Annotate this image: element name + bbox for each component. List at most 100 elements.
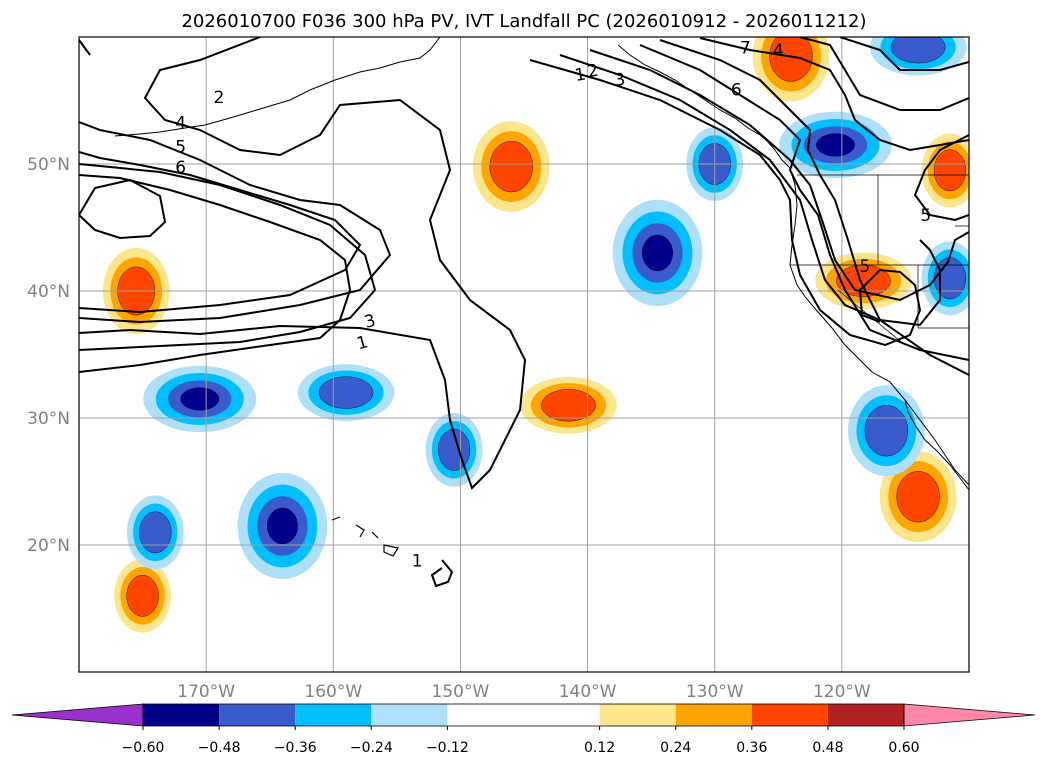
anomaly-shade xyxy=(266,507,298,545)
pv-anomaly-negative xyxy=(612,199,703,307)
colorbar-extend-min xyxy=(11,703,144,727)
colorbar-tick-label: −0.60 xyxy=(122,740,165,756)
x-tick-label: 170°W xyxy=(177,682,235,702)
contour-line xyxy=(699,37,969,152)
contour-label: 4 xyxy=(175,113,186,133)
y-tick-label: 40°N xyxy=(27,282,70,302)
alaska-coastline xyxy=(114,37,441,137)
gridlines xyxy=(79,37,969,672)
colorbar-tick-label: −0.24 xyxy=(350,740,393,756)
colorbar-segment xyxy=(219,704,296,726)
contour-line xyxy=(529,59,922,347)
colorbar-tick-label: 0.24 xyxy=(660,740,691,756)
contour-label: 6 xyxy=(731,80,742,100)
contour-line xyxy=(79,151,362,314)
pv-anomaly-positive xyxy=(921,133,969,208)
north-america-coastline xyxy=(617,44,969,486)
colorbar-segment xyxy=(751,704,828,726)
contour-line xyxy=(79,163,377,351)
pv-anomaly-positive xyxy=(520,376,617,434)
contour-line xyxy=(430,559,454,588)
contour-label: 5 xyxy=(859,257,870,277)
pv-anomaly-negative xyxy=(848,385,925,477)
pv-anomaly-negative xyxy=(297,364,395,421)
contour-label: 4 xyxy=(773,41,784,61)
anomaly-shade xyxy=(890,37,946,64)
colorbar-segment xyxy=(675,704,752,726)
coastlines xyxy=(114,37,969,557)
chart-title: 2026010700 F036 300 hPa PV, IVT Landfall… xyxy=(181,11,866,32)
hawaiian-islands xyxy=(331,516,399,557)
contour-label: 1 xyxy=(412,552,423,572)
anomaly-shade xyxy=(541,389,596,422)
contour-line xyxy=(659,39,969,376)
contour-line xyxy=(79,178,167,240)
map-frame xyxy=(78,36,970,673)
contour-line xyxy=(839,37,969,71)
anomaly-shade xyxy=(642,234,673,272)
contour-line xyxy=(799,37,969,111)
contour-label: 6 xyxy=(175,158,186,178)
colorbar-extend-max xyxy=(903,703,1036,727)
colorbar-outline xyxy=(142,703,905,727)
contour-line xyxy=(79,174,352,373)
contour-label: 1 xyxy=(355,332,371,354)
ivt-contours xyxy=(79,37,969,588)
contour-line xyxy=(589,49,969,302)
contour-line xyxy=(79,39,91,56)
x-tick-label: 160°W xyxy=(304,682,362,702)
contour-label: 5 xyxy=(920,206,931,226)
colorbar-segment xyxy=(143,704,220,726)
x-tick-label: 130°W xyxy=(686,682,744,702)
pv-anomaly-negative xyxy=(143,365,257,433)
x-tick-label: 150°W xyxy=(432,682,490,702)
contour-label: 2 xyxy=(61,31,72,51)
pv-anomaly-positive xyxy=(114,558,171,633)
anomaly-shade xyxy=(816,133,855,157)
y-tick-label: 20°N xyxy=(27,536,70,556)
contour-label: 3 xyxy=(362,311,378,333)
axis-tick-labels: 170°W 160°W 150°W 140°W 130°W 120°W 20°N 30°N 40… xyxy=(27,155,871,702)
contour-line xyxy=(559,54,941,327)
contour-line xyxy=(639,44,969,361)
contour-label: 3 xyxy=(613,70,627,91)
anomaly-shade xyxy=(769,37,813,82)
pv-anomaly-positive xyxy=(472,121,550,212)
colorbar-tick-label: 0.48 xyxy=(812,740,843,756)
anomaly-shade xyxy=(864,405,909,457)
colorbar-tick-label: 0.60 xyxy=(888,740,919,756)
colorbar-tick-label: −0.12 xyxy=(426,740,469,756)
contour-line xyxy=(913,134,969,222)
colorbar-tick-label: 0.12 xyxy=(584,740,615,756)
x-tick-label: 140°W xyxy=(559,682,617,702)
contour-label: 2 xyxy=(586,61,600,83)
colorbar-segment xyxy=(371,704,448,726)
colorbar-tick-label: −0.48 xyxy=(198,740,241,756)
colorbar: −0.60 −0.48 −0.36 −0.24 −0.12 0.12 0.24 0.36 0.4… xyxy=(11,703,1036,756)
pv-anomaly-negative xyxy=(921,241,969,316)
contour-line xyxy=(79,37,527,490)
anomaly-shade xyxy=(933,257,967,300)
pv-anomaly-negative xyxy=(425,412,483,487)
anomaly-shade xyxy=(180,387,220,411)
y-tick-label: 30°N xyxy=(27,409,70,429)
anomaly-shade xyxy=(933,149,967,192)
x-tick-label: 120°W xyxy=(813,682,871,702)
pv-anomaly-negative xyxy=(869,37,967,76)
contour-label: 2 xyxy=(213,88,224,108)
anomaly-shade xyxy=(318,376,374,409)
contour-label: 7 xyxy=(740,39,751,59)
anomaly-shade xyxy=(126,574,159,617)
y-tick-label: 50°N xyxy=(27,155,70,175)
colorbar-tick-label: −0.36 xyxy=(274,740,317,756)
baja-coastline xyxy=(904,399,969,491)
anomaly-shade xyxy=(896,471,940,523)
anomaly-shade xyxy=(489,140,533,193)
contour-label: 1 xyxy=(573,64,587,86)
colorbar-tick-label: 0.36 xyxy=(736,740,767,756)
pv-anomaly-negative xyxy=(126,495,184,570)
colorbar-segment xyxy=(827,704,904,726)
